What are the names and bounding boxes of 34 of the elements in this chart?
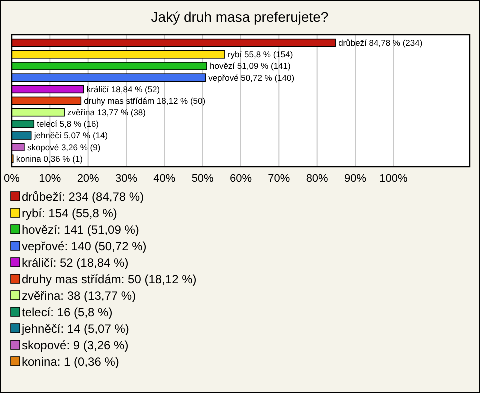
x-tick-label: 50% [192, 173, 214, 185]
x-tick-label: 10% [39, 173, 62, 185]
text: skopové: 9 (3,26 %) [22, 338, 129, 353]
text: zvěřina: 38 (13,77 %) [22, 289, 136, 304]
text: vepřové: 140 (50,72 %) [22, 240, 147, 254]
category-label: skopové 3,26 % (9) [27, 142, 101, 152]
text: druhy mas střídám: 50 (18,12 %) [22, 272, 197, 287]
text: rybí: 154 (55,8 %) [22, 206, 118, 221]
x-tick-label: 60% [230, 173, 252, 185]
category-label: drůbeží 84,78 % (234) [338, 38, 423, 48]
text: králičí: 52 (18,84 %) [22, 256, 129, 270]
x-tick-label: 70% [268, 173, 290, 185]
x-tick-label: 30% [115, 173, 138, 185]
x-tick-label: 80% [306, 173, 329, 185]
x-tick-label: 40% [154, 173, 176, 185]
category-label: konina 0,36 % (1) [16, 154, 83, 164]
category-label: hovězí 51,09 % (141) [210, 61, 291, 72]
x-tick-label: 20% [77, 173, 100, 185]
x-tick-label: 0% [4, 173, 20, 185]
text: telecí: 16 (5,8 %) [22, 306, 113, 320]
category-label: telecí 5,8 % (16) [37, 119, 100, 130]
text: konina: 1 (0,36 %) [22, 355, 120, 370]
category-label: zvěřina 13,77 % (38) [68, 108, 146, 118]
category-label: králičí 18,84 % (52) [86, 84, 160, 94]
x-tick-label: 100% [380, 173, 408, 185]
category-label: jehněčí 5,07 % (14) [34, 130, 108, 141]
text: hovězí: 141 (51,09 %) [22, 223, 140, 238]
text: drůbeží: 234 (84,78 %) [22, 190, 144, 204]
category-label: vepřové 50,72 % (140) [208, 72, 295, 83]
x-tick-label: 90% [344, 173, 367, 185]
text: jehněčí: 14 (5,07 %) [21, 322, 130, 336]
category-label: rybí 55,8 % (154) [228, 50, 294, 60]
category-label: druhy mas střídám 18,12 % (50) [84, 96, 206, 106]
chart-title: Jaký druh masa preferujete? [151, 9, 329, 25]
